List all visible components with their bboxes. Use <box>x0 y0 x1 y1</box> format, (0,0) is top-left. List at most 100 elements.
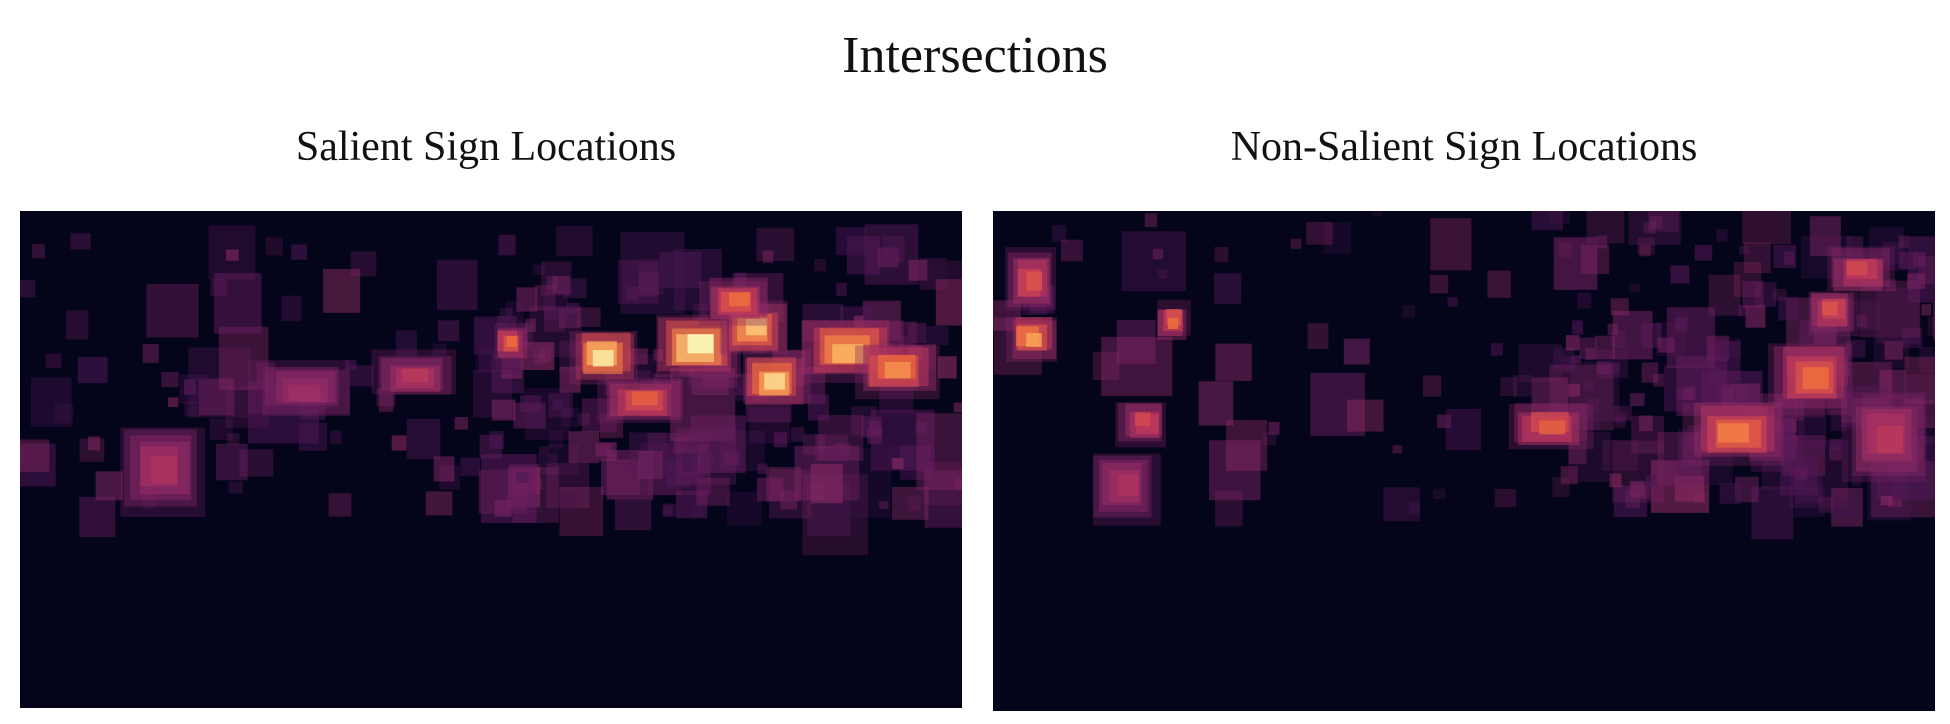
non-salient-density-box <box>1579 337 1597 360</box>
non-salient-density-box <box>1718 338 1741 358</box>
non-salient-density-box <box>1755 282 1777 307</box>
non-salient-density-box <box>1884 341 1904 360</box>
heatmap-non-salient <box>993 211 1935 711</box>
salient-density-box <box>498 234 516 256</box>
salient-density-box <box>520 395 542 413</box>
salient-density-box <box>853 315 864 329</box>
salient-density-box <box>479 434 503 459</box>
non-salient-density-box <box>1577 292 1592 309</box>
salient-density-box <box>638 271 660 297</box>
non-salient-density-box <box>1561 356 1577 373</box>
salient-density-box <box>696 477 730 506</box>
non-salient-density-box <box>1343 338 1370 365</box>
non-salient-density-box <box>1867 468 1912 521</box>
non-salient-density-box <box>1638 415 1653 432</box>
non-salient-density-box <box>1846 236 1864 259</box>
non-salient-density-box <box>1494 488 1517 508</box>
non-salient-density-box <box>1670 265 1690 284</box>
salient-density-box <box>227 433 240 445</box>
non-salient-density-box <box>1880 496 1893 506</box>
salient-density-box <box>538 446 549 455</box>
salient-density-box <box>867 427 883 445</box>
non-salient-density-box <box>1794 485 1825 517</box>
salient-density-box <box>673 437 691 454</box>
non-salient-density-box <box>1933 301 1935 341</box>
salient-density-box <box>344 359 357 370</box>
salient-density-box <box>432 343 447 358</box>
non-salient-density-box <box>1780 456 1818 496</box>
non-salient-density-box <box>1629 283 1640 293</box>
salient-density-box <box>146 283 199 338</box>
salient-density-box <box>433 456 455 482</box>
salient-density-box <box>323 268 361 313</box>
salient-density-box <box>54 403 74 424</box>
non-salient-density-box <box>1798 416 1827 447</box>
non-salient-density-box <box>1553 237 1598 290</box>
salient-density-box <box>653 348 663 361</box>
salient-density-box <box>690 415 746 473</box>
non-salient-density-box <box>1629 393 1645 407</box>
salient-density-box <box>749 407 790 444</box>
non-salient-density-box <box>1268 421 1280 435</box>
salient-density-box <box>577 307 601 327</box>
non-salient-density-box <box>1657 431 1702 486</box>
salient-density-box <box>330 430 342 445</box>
non-salient-density-box <box>1433 488 1446 500</box>
non-salient-density-box <box>1694 244 1713 261</box>
salient-density-box <box>614 498 652 531</box>
salient-density-box <box>209 418 233 440</box>
salient-density-box <box>198 378 235 416</box>
salient-density-box <box>955 478 962 490</box>
salient-density-box <box>543 307 565 333</box>
non-salient-density-box <box>1773 244 1797 269</box>
salient-density-box <box>818 414 864 461</box>
non-salient-density-box <box>1116 319 1156 364</box>
salient-density-box <box>891 486 929 520</box>
non-salient-density-box <box>1552 476 1570 498</box>
non-salient-density-box <box>1447 297 1458 307</box>
non-salient-density-box <box>1613 485 1648 518</box>
salient-density-box <box>79 438 105 462</box>
salient-density-box <box>32 243 45 259</box>
non-salient-density-box <box>1716 228 1728 242</box>
salient-density-box <box>544 289 569 321</box>
salient-density-box <box>534 285 556 311</box>
non-salient-density-box <box>1852 475 1862 487</box>
salient-density-box <box>908 259 928 281</box>
non-salient-density-box <box>1795 466 1808 481</box>
salient-density-box <box>524 318 536 332</box>
non-salient-hotspot-5 <box>1717 423 1749 443</box>
salient-density-box <box>814 258 827 272</box>
non-salient-background <box>993 211 1935 711</box>
salient-density-box <box>899 445 932 480</box>
heatmap-panel-salient <box>20 211 962 708</box>
salient-density-box <box>676 490 708 519</box>
salient-hotspot-9 <box>402 368 429 383</box>
salient-density-box <box>20 439 50 472</box>
salient-density-box <box>662 505 674 516</box>
non-salient-density-box <box>1674 475 1705 502</box>
non-salient-density-box <box>1612 440 1664 503</box>
non-salient-density-box <box>1742 211 1792 244</box>
salient-density-box <box>20 279 36 298</box>
non-salient-density-box <box>1829 447 1842 461</box>
salient-density-box <box>516 287 538 312</box>
non-salient-density-box <box>1549 211 1571 224</box>
non-salient-density-box <box>1734 476 1759 503</box>
non-salient-density-box <box>1518 344 1563 383</box>
non-salient-density-box <box>1595 335 1615 360</box>
salient-hotspot-3 <box>764 373 786 390</box>
salient-density-box <box>836 282 847 296</box>
salient-density-box <box>88 436 101 451</box>
salient-density-box <box>291 244 307 260</box>
salient-density-box <box>807 394 829 421</box>
salient-density-box <box>406 418 441 460</box>
salient-density-box <box>638 262 664 295</box>
salient-density-box <box>546 463 590 509</box>
non-salient-density-box <box>1919 346 1935 374</box>
salient-density-box <box>617 259 659 304</box>
salient-hotspot-6 <box>506 336 517 348</box>
non-salient-density-box <box>1307 323 1329 349</box>
non-salient-density-box <box>1778 296 1799 321</box>
non-salient-density-box <box>1144 213 1158 228</box>
